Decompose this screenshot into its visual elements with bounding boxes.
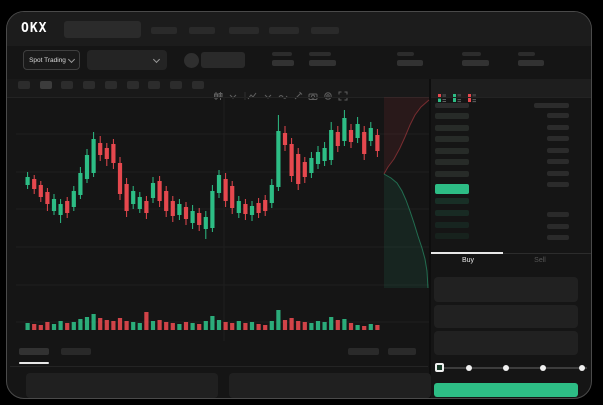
ask-price[interactable]: [435, 171, 469, 177]
timeframe-button[interactable]: [18, 81, 30, 89]
active-tab-underline: [19, 362, 49, 364]
ask-price[interactable]: [435, 148, 469, 154]
bid-price[interactable]: [435, 222, 469, 228]
ask-amount: [547, 113, 569, 118]
orders-panel: [229, 373, 431, 398]
market-type-label: Spot Trading: [29, 56, 66, 64]
amount-slider-handle[interactable]: [435, 363, 444, 372]
buy-tab-indicator: [431, 252, 503, 254]
trade-input-field[interactable]: [434, 277, 578, 302]
indicators-icon[interactable]: [247, 91, 257, 101]
tab-buy[interactable]: Buy: [461, 257, 475, 264]
bottom-tab[interactable]: [61, 348, 91, 355]
orderbook-split-icon[interactable]: [437, 93, 447, 103]
ticker-stat-label: [397, 52, 414, 56]
nav-item[interactable]: [269, 27, 299, 34]
bid-amount: [547, 224, 569, 229]
orderbook-header-price: [435, 103, 469, 108]
buy-submit-button[interactable]: [434, 383, 578, 397]
line-tool-icon[interactable]: [278, 91, 288, 101]
bid-amount: [547, 212, 569, 217]
slider-stop-dot[interactable]: [466, 365, 472, 371]
orderbook-asks-icon[interactable]: [467, 93, 477, 103]
slider-stop-dot[interactable]: [540, 365, 546, 371]
slider-stop-dot[interactable]: [579, 365, 585, 371]
toolbar-divider: [240, 91, 250, 101]
timeframe-button[interactable]: [169, 81, 182, 89]
timeframe-button[interactable]: [148, 81, 161, 89]
orders-panel: [26, 373, 218, 398]
chevron-down-icon: [152, 55, 161, 64]
orderbook-toolbar: [431, 79, 591, 97]
axis-setting[interactable]: [388, 348, 416, 355]
timeframe-button[interactable]: [126, 81, 139, 89]
ticker-stat-label: [518, 52, 535, 56]
timeframe-button[interactable]: [104, 81, 117, 89]
header-action-button[interactable]: [201, 52, 245, 68]
ask-amount: [547, 171, 569, 176]
ticker-stat-value: [309, 60, 336, 66]
bottom-tab[interactable]: [19, 348, 49, 355]
ticker-stat-value: [462, 60, 489, 66]
ask-amount: [547, 125, 569, 130]
orderbook-bids-icon[interactable]: [452, 93, 462, 103]
expand-icon[interactable]: [338, 91, 348, 101]
trade-input-field[interactable]: [434, 331, 578, 355]
timeframe-button[interactable]: [61, 81, 74, 89]
ask-price[interactable]: [435, 113, 469, 119]
chevron-down-icon[interactable]: [228, 91, 238, 101]
settings-icon[interactable]: [323, 91, 333, 101]
ask-amount: [547, 159, 569, 164]
top-navigation-bar: OKX: [7, 12, 591, 46]
ask-price[interactable]: [435, 125, 469, 131]
chevron-down-icon: [67, 55, 75, 63]
trade-tabs-border: [431, 253, 591, 254]
bid-price[interactable]: [435, 198, 469, 204]
trade-input-field[interactable]: [434, 305, 578, 328]
nav-item[interactable]: [189, 27, 215, 34]
bid-price[interactable]: [435, 210, 469, 216]
panel-divider-line: [429, 79, 431, 398]
pair-selector[interactable]: [87, 50, 167, 70]
ticker-stat-value: [397, 60, 423, 66]
tab-sell[interactable]: Sell: [534, 257, 546, 264]
bid-price[interactable]: [435, 233, 469, 239]
timeframe-button[interactable]: [191, 81, 204, 89]
search-input[interactable]: [64, 21, 141, 38]
ticker-stat-value: [518, 60, 544, 66]
timeframe-button[interactable]: [39, 81, 52, 89]
axis-setting[interactable]: [348, 348, 379, 355]
chevron-down-icon[interactable]: [263, 91, 273, 101]
ask-amount: [547, 182, 569, 187]
market-type-selector[interactable]: Spot Trading: [23, 50, 80, 70]
ticker-stat-label: [309, 52, 331, 56]
nav-item[interactable]: [229, 27, 259, 34]
bottom-divider-line: [10, 366, 428, 367]
slider-stop-dot[interactable]: [503, 365, 509, 371]
amount-slider-track[interactable]: [439, 367, 587, 369]
ticker-stat-label: [272, 52, 292, 56]
timeframe-button[interactable]: [83, 81, 96, 89]
ticker-stat-value: [272, 60, 294, 66]
ask-amount: [547, 136, 569, 141]
candle-style-icon[interactable]: [213, 91, 223, 101]
bid-amount: [547, 235, 569, 240]
coin-avatar: [184, 53, 199, 68]
draw-tool-icon[interactable]: [293, 91, 303, 101]
ask-price[interactable]: [435, 159, 469, 165]
ticker-stat-label: [462, 52, 481, 56]
ask-price[interactable]: [435, 136, 469, 142]
ask-amount: [547, 148, 569, 153]
toolbar-divider-line: [7, 97, 591, 98]
nav-item[interactable]: [151, 27, 177, 34]
okx-logo: OKX: [21, 21, 48, 36]
camera-icon[interactable]: [308, 91, 318, 101]
orderbook-header-amount: [534, 103, 569, 108]
last-price-badge[interactable]: [435, 184, 469, 194]
app-window: OKX Spot Trading Buy Sell: [6, 11, 592, 399]
nav-item[interactable]: [311, 27, 339, 34]
